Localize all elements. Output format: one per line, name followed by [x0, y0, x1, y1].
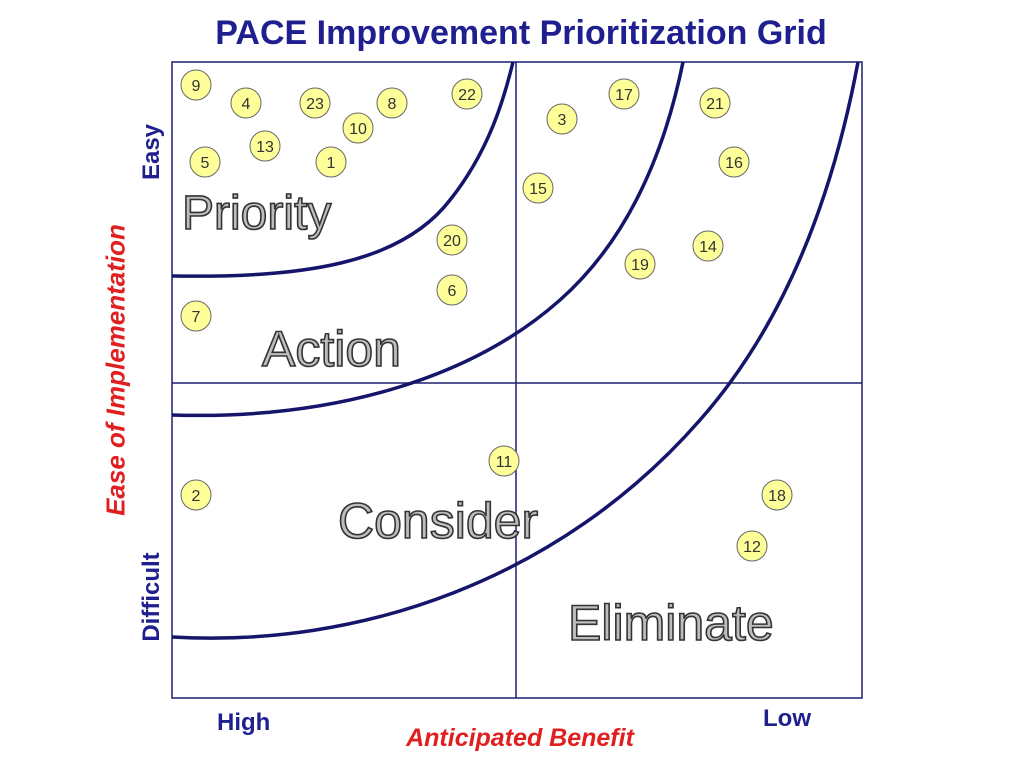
item-number: 6: [448, 283, 457, 300]
x-axis-low-label: Low: [763, 705, 811, 732]
item-marker: 19: [624, 248, 656, 280]
item-number: 18: [768, 488, 786, 505]
item-marker: 9: [180, 69, 212, 101]
item-marker: 4: [230, 87, 262, 119]
item-marker: 5: [189, 146, 221, 178]
item-marker: 22: [451, 78, 483, 110]
item-number: 20: [443, 233, 461, 250]
item-number: 8: [388, 96, 397, 113]
y-axis-easy-label: Easy: [138, 123, 165, 181]
item-number: 19: [631, 257, 649, 274]
priority-boundary-curve: [171, 61, 515, 278]
x-axis-title: Anticipated Benefit: [406, 724, 634, 752]
item-number: 1: [327, 155, 336, 172]
item-marker: 11: [488, 445, 520, 477]
item-marker: 3: [546, 103, 578, 135]
item-marker: 13: [249, 130, 281, 162]
item-number: 15: [529, 181, 547, 198]
x-axis-high-label: High: [217, 709, 271, 736]
grid-frame: [171, 61, 863, 699]
item-marker: 15: [522, 172, 554, 204]
item-marker: 23: [299, 87, 331, 119]
item-marker: 20: [436, 224, 468, 256]
region-label-eliminate: Eliminate: [568, 595, 774, 651]
item-number: 5: [201, 155, 210, 172]
item-marker: 12: [736, 530, 768, 562]
item-number: 23: [306, 96, 324, 113]
item-marker: 16: [718, 146, 750, 178]
item-marker: 6: [436, 274, 468, 306]
region-label-priority: Priority: [182, 187, 331, 240]
item-marker: 2: [180, 479, 212, 511]
item-number: 12: [743, 539, 761, 556]
region-label-action: Action: [262, 321, 401, 377]
item-number: 3: [558, 112, 567, 129]
item-marker: 21: [699, 87, 731, 119]
item-marker: 1: [315, 146, 347, 178]
item-number: 11: [496, 454, 513, 471]
item-number: 14: [699, 239, 717, 256]
item-marker: 7: [180, 300, 212, 332]
item-number: 7: [192, 309, 201, 326]
item-number: 2: [192, 488, 201, 505]
item-number: 16: [725, 155, 743, 172]
item-number: 21: [706, 96, 724, 113]
item-marker: 8: [376, 87, 408, 119]
action-boundary-curve: [171, 61, 685, 418]
y-axis-title-text: Ease of Implementation: [100, 224, 131, 516]
region-label-consider: Consider: [338, 493, 538, 549]
item-marker: 18: [761, 479, 793, 511]
item-marker: 17: [608, 78, 640, 110]
item-number: 13: [256, 139, 274, 156]
item-marker: 10: [342, 112, 374, 144]
y-axis-difficult-label: Difficult: [138, 552, 165, 642]
item-number: 10: [349, 121, 367, 138]
item-number: 9: [192, 78, 201, 95]
item-marker: 14: [692, 230, 724, 262]
item-number: 4: [242, 96, 251, 113]
page-title: PACE Improvement Prioritization Grid: [215, 14, 827, 52]
consider-boundary-curve: [171, 61, 860, 640]
item-number: 22: [458, 87, 476, 104]
item-number: 17: [615, 87, 633, 104]
